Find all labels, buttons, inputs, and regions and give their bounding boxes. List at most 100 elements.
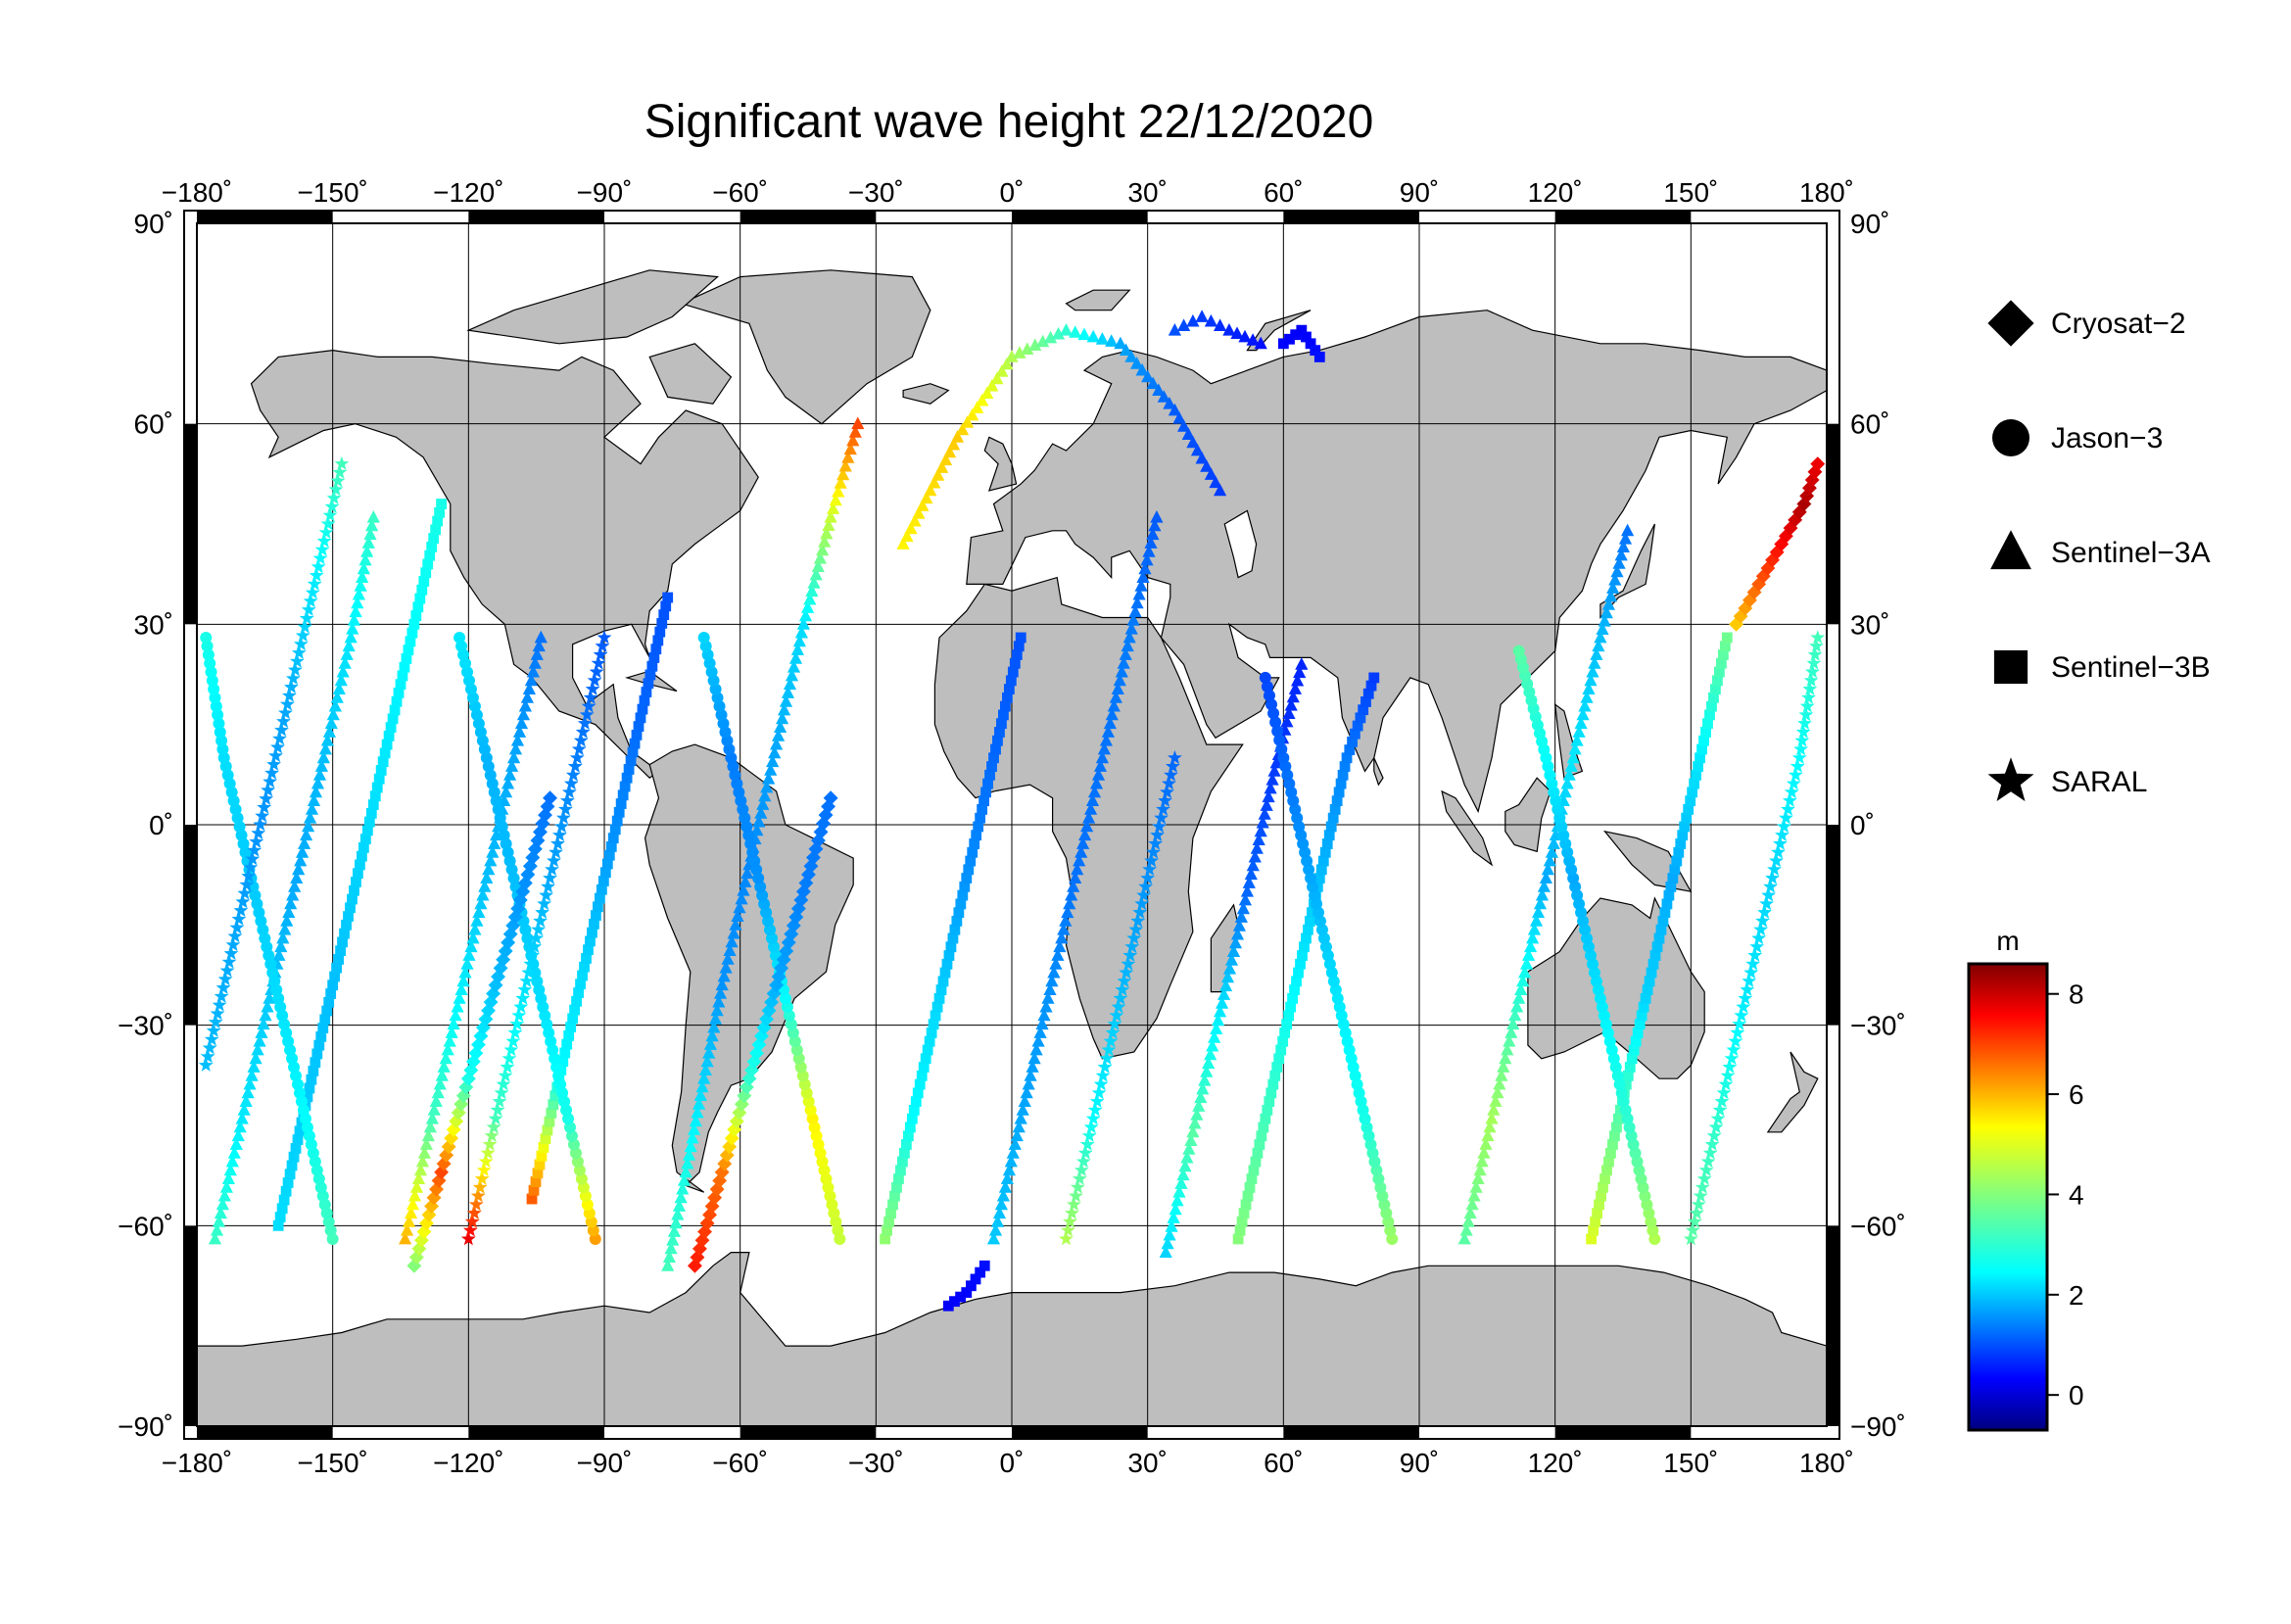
swh-point (434, 506, 446, 518)
swh-point (336, 664, 350, 678)
swh-point (1321, 838, 1333, 849)
swh-point (998, 1180, 1012, 1193)
swh-point (511, 1008, 527, 1023)
swh-point (1685, 1222, 1700, 1237)
swh-point (1702, 1145, 1718, 1160)
swh-point (744, 1063, 759, 1077)
swh-point (639, 694, 650, 706)
swh-point (294, 1125, 306, 1137)
frame-bar (1554, 211, 1692, 223)
swh-point (339, 928, 350, 939)
swh-point (672, 1199, 687, 1212)
swh-point (492, 1093, 507, 1108)
swh-point (541, 879, 555, 893)
swh-point (1130, 357, 1144, 369)
swh-point (1109, 1008, 1124, 1023)
swh-point (1715, 657, 1727, 669)
swh-point (978, 795, 990, 807)
swh-point (1190, 443, 1205, 456)
swh-point (912, 506, 926, 519)
swh-point (1646, 967, 1657, 979)
swh-point (596, 884, 607, 895)
swh-point (221, 954, 237, 969)
swh-point (249, 834, 264, 848)
swh-point (1721, 632, 1733, 644)
lat-tick-label-left: 30˚ (134, 609, 173, 640)
lon-tick-label-top: −60˚ (712, 177, 768, 208)
swh-point (931, 468, 945, 481)
swh-point (1694, 1179, 1710, 1194)
swh-point (395, 679, 406, 691)
swh-point (1669, 864, 1681, 876)
swh-point (1021, 342, 1034, 355)
swh-point (212, 708, 224, 721)
lon-tick-label-bottom: −150˚ (297, 1448, 367, 1478)
colorbar-tick-label: 8 (2069, 979, 2084, 1010)
swh-point (1022, 1076, 1035, 1090)
lon-tick-label-top: 30˚ (1127, 177, 1167, 208)
swh-point (1115, 664, 1128, 678)
swh-point (1683, 1231, 1698, 1246)
swh-point (1148, 836, 1163, 850)
swh-point (1265, 1087, 1277, 1099)
swh-point (781, 686, 795, 698)
swh-point (1163, 1227, 1176, 1241)
lon-tick-label-bottom: 90˚ (1400, 1448, 1439, 1478)
frame-bar (1827, 423, 1839, 625)
swh-point (355, 859, 365, 871)
swh-point (456, 974, 470, 987)
swh-point (528, 1184, 540, 1196)
swh-point (536, 1150, 548, 1162)
swh-point (554, 819, 569, 834)
swh-point (510, 734, 525, 746)
swh-point (703, 1037, 717, 1050)
swh-point (200, 631, 213, 644)
swh-point (722, 1139, 738, 1155)
swh-point (1598, 614, 1611, 627)
swh-point (1121, 956, 1136, 971)
swh-point (315, 1030, 327, 1042)
swh-point (549, 1090, 561, 1102)
swh-point (1781, 801, 1795, 816)
swh-point (329, 971, 341, 982)
swh-point (1622, 1070, 1634, 1081)
swh-point (975, 1266, 986, 1278)
swh-point (1275, 1044, 1287, 1056)
swh-point (681, 1156, 694, 1170)
frame-bar (1554, 1426, 1692, 1439)
swh-point (1788, 512, 1803, 528)
swh-point (1636, 1010, 1647, 1022)
swh-point (970, 1273, 981, 1285)
swh-point (509, 1016, 525, 1030)
swh-point (717, 969, 731, 982)
swh-point (338, 656, 352, 669)
swh-point (552, 827, 567, 841)
swh-point (1242, 1190, 1254, 1202)
swh-point (683, 1148, 696, 1161)
swh-point (1728, 1033, 1743, 1048)
swh-point (435, 1069, 449, 1081)
swh-point (1588, 1224, 1599, 1236)
swh-point (583, 690, 598, 704)
swh-point (1473, 1163, 1487, 1176)
swh-point (1642, 984, 1653, 996)
swh-point (1119, 965, 1134, 979)
swh-point (1130, 596, 1144, 609)
swh-point (613, 806, 625, 818)
swh-point (1288, 682, 1302, 694)
swh-point (233, 902, 249, 917)
swh-point (1738, 990, 1753, 1005)
swh-point (1653, 932, 1665, 944)
swh-point (300, 828, 313, 841)
swh-point (930, 1010, 941, 1022)
swh-point (322, 725, 336, 738)
swh-point (1074, 1163, 1089, 1177)
caspian-sea (1223, 509, 1258, 579)
swh-point (794, 625, 808, 639)
swh-point (992, 1206, 1007, 1219)
swh-point (292, 1134, 304, 1146)
swh-point (317, 1023, 329, 1033)
swh-point (1779, 528, 1793, 544)
swh-point (902, 1130, 914, 1142)
swh-point (1132, 904, 1148, 919)
